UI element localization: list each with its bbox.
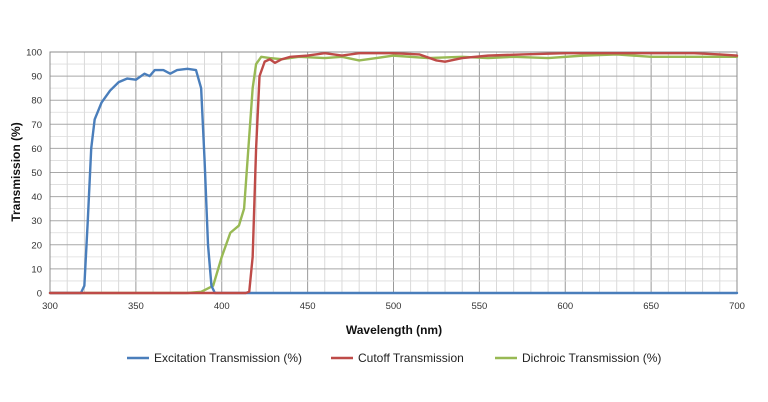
- legend: Excitation Transmission (%) Cutoff Transm…: [127, 351, 661, 365]
- y-tick-label: 80: [31, 96, 42, 107]
- x-tick-label: 400: [214, 301, 230, 312]
- y-tick-label: 10: [31, 264, 42, 275]
- y-tick-label: 50: [31, 168, 42, 179]
- y-tick-label: 70: [31, 120, 42, 131]
- series-line-dichroic: [48, 53, 739, 295]
- legend-label-dichroic: Dichroic Transmission (%): [522, 351, 661, 365]
- series-lines: [48, 52, 739, 295]
- x-axis-title: Wavelength (nm): [346, 323, 442, 337]
- x-tick-label: 700: [729, 301, 745, 312]
- x-tick-label: 550: [471, 301, 487, 312]
- x-tick-label: 500: [386, 301, 402, 312]
- x-tick-label: 600: [557, 301, 573, 312]
- y-axis-title: Transmission (%): [9, 122, 23, 221]
- y-tick-label: 40: [31, 192, 42, 203]
- x-tick-label: 300: [42, 301, 58, 312]
- legend-label-cutoff: Cutoff Transmission: [358, 351, 464, 365]
- x-tick-label: 450: [300, 301, 316, 312]
- series-line-cutoff: [48, 52, 739, 295]
- y-tick-label: 30: [31, 216, 42, 227]
- y-tick-label: 100: [26, 48, 42, 59]
- grid: [49, 51, 738, 294]
- y-tick-label: 90: [31, 72, 42, 83]
- y-tick-label: 60: [31, 144, 42, 155]
- tick-labels: 300 350 400 450 500 550 600 650 700 0 10 20 30 40 50 60…: [26, 48, 745, 313]
- y-tick-label: 20: [31, 240, 42, 251]
- series-line-excitation: [48, 67, 739, 295]
- x-tick-label: 650: [643, 301, 659, 312]
- legend-label-excitation: Excitation Transmission (%): [154, 351, 302, 365]
- y-tick-label: 0: [37, 289, 42, 300]
- x-tick-label: 350: [128, 301, 144, 312]
